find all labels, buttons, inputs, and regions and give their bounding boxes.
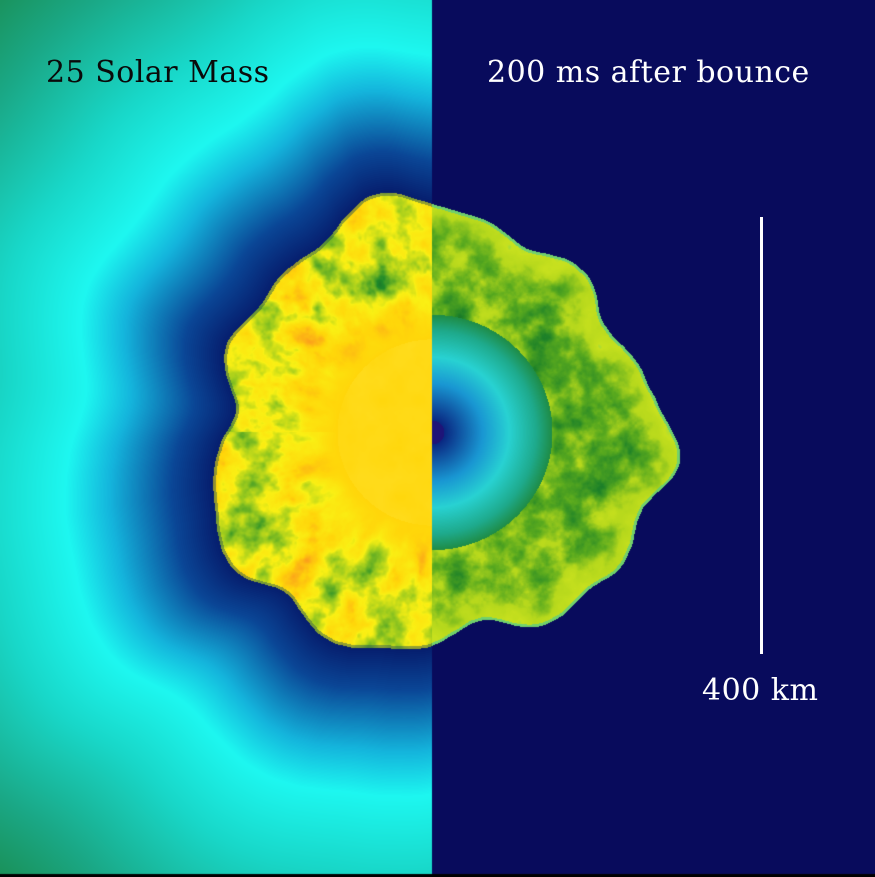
scale-label: 400 km — [702, 673, 819, 708]
mass-label: 25 Solar Mass — [46, 55, 270, 90]
scale-bar — [760, 217, 763, 654]
time-label: 200 ms after bounce — [487, 55, 810, 90]
